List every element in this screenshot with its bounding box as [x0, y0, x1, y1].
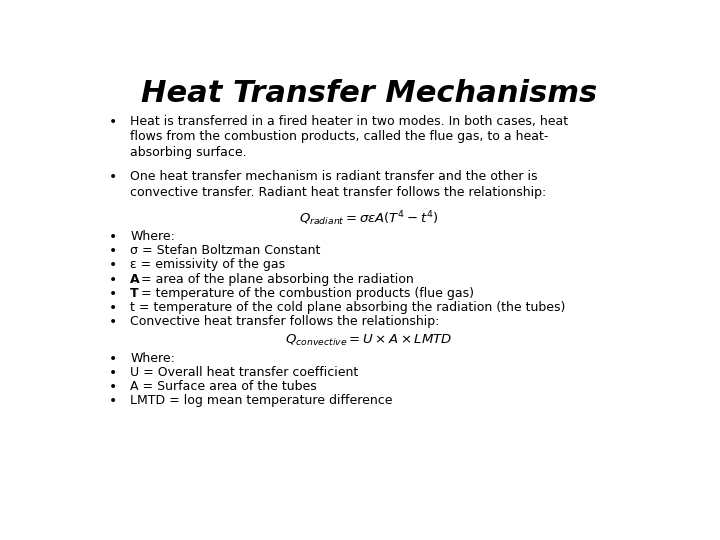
Text: flows from the combustion products, called the flue gas, to a heat-: flows from the combustion products, call… — [130, 131, 549, 144]
Text: Heat Transfer Mechanisms: Heat Transfer Mechanisms — [141, 79, 597, 109]
Text: A = Surface area of the tubes: A = Surface area of the tubes — [130, 380, 317, 393]
Text: $Q_{convective} = U \times A \times LMTD$: $Q_{convective} = U \times A \times LMTD… — [285, 333, 453, 348]
Text: •: • — [109, 114, 117, 129]
Text: σ = Stefan Boltzman Constant: σ = Stefan Boltzman Constant — [130, 244, 320, 257]
Text: T: T — [130, 287, 139, 300]
Text: ε = emissivity of the gas: ε = emissivity of the gas — [130, 259, 285, 272]
Text: A: A — [130, 273, 140, 286]
Text: •: • — [109, 315, 117, 329]
Text: t = temperature of the cold plane absorbing the radiation (the tubes): t = temperature of the cold plane absorb… — [130, 301, 565, 314]
Text: •: • — [109, 244, 117, 258]
Text: •: • — [109, 380, 117, 394]
Text: Where:: Where: — [130, 352, 175, 365]
Text: •: • — [109, 170, 117, 184]
Text: = temperature of the combustion products (flue gas): = temperature of the combustion products… — [137, 287, 474, 300]
Text: U = Overall heat transfer coefficient: U = Overall heat transfer coefficient — [130, 366, 359, 379]
Text: •: • — [109, 273, 117, 287]
Text: LMTD = log mean temperature difference: LMTD = log mean temperature difference — [130, 394, 392, 407]
Text: •: • — [109, 352, 117, 366]
Text: •: • — [109, 366, 117, 380]
Text: Where:: Where: — [130, 230, 175, 243]
Text: Heat is transferred in a fired heater in two modes. In both cases, heat: Heat is transferred in a fired heater in… — [130, 114, 568, 127]
Text: •: • — [109, 301, 117, 315]
Text: absorbing surface.: absorbing surface. — [130, 146, 247, 159]
Text: = area of the plane absorbing the radiation: = area of the plane absorbing the radiat… — [137, 273, 413, 286]
Text: •: • — [109, 259, 117, 273]
Text: convective transfer. Radiant heat transfer follows the relationship:: convective transfer. Radiant heat transf… — [130, 186, 546, 199]
Text: Convective heat transfer follows the relationship:: Convective heat transfer follows the rel… — [130, 315, 439, 328]
Text: $Q_{radiant} = \sigma \varepsilon A(T^4 - t^4)$: $Q_{radiant} = \sigma \varepsilon A(T^4 … — [299, 210, 439, 228]
Text: •: • — [109, 287, 117, 301]
Text: •: • — [109, 394, 117, 408]
Text: One heat transfer mechanism is radiant transfer and the other is: One heat transfer mechanism is radiant t… — [130, 170, 538, 183]
Text: •: • — [109, 230, 117, 244]
